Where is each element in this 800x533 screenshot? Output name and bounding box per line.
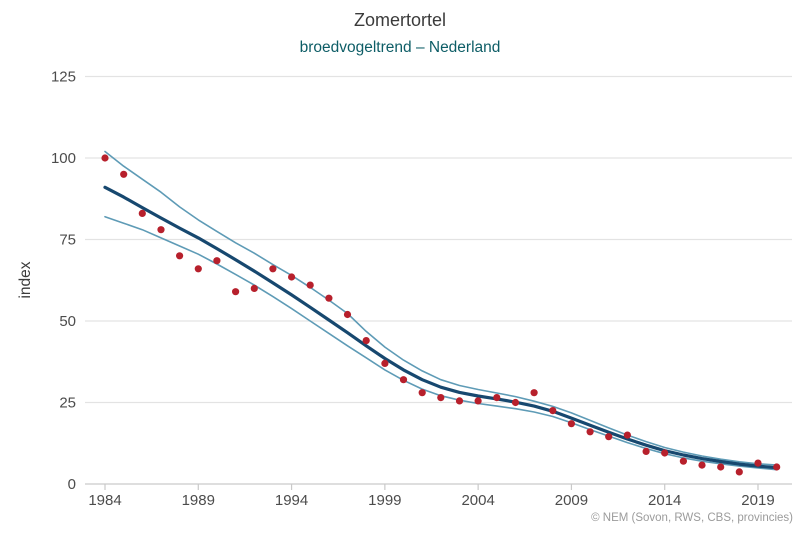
y-tick-label: 0 <box>68 476 76 493</box>
data-point <box>735 468 743 476</box>
y-tick-label: 75 <box>59 232 76 249</box>
data-point <box>101 154 109 162</box>
data-point <box>437 394 445 402</box>
data-point <box>157 226 165 234</box>
y-axis-label: index <box>17 261 34 298</box>
data-point <box>381 359 389 367</box>
data-point <box>399 376 408 384</box>
series-layer <box>101 150 781 476</box>
data-point <box>754 459 762 467</box>
data-point <box>567 420 576 428</box>
x-tick-label: 1989 <box>182 492 215 509</box>
data-point <box>194 265 202 273</box>
x-tick-label: 1994 <box>275 492 308 509</box>
data-point <box>250 284 258 292</box>
data-point <box>213 257 221 265</box>
x-tick-label: 2009 <box>555 492 588 509</box>
data-point <box>232 288 240 296</box>
data-point <box>511 398 520 407</box>
data-point <box>269 265 277 273</box>
data-point <box>698 461 706 469</box>
data-point <box>549 407 557 415</box>
x-tick-label: 2019 <box>741 492 774 509</box>
data-point <box>176 252 184 260</box>
data-point <box>605 433 613 441</box>
data-point <box>530 389 538 397</box>
data-point <box>325 294 333 302</box>
x-tick-label: 1984 <box>88 492 121 509</box>
data-point <box>288 273 296 281</box>
data-point <box>362 337 370 345</box>
x-tick-label: 2014 <box>648 492 681 509</box>
y-tick-label: 100 <box>51 150 76 167</box>
x-tick-label: 2004 <box>461 492 494 509</box>
data-point <box>661 449 669 457</box>
y-tick-label: 50 <box>59 313 76 330</box>
data-point <box>717 463 725 471</box>
data-point <box>418 389 426 397</box>
data-point <box>623 431 632 439</box>
data-point <box>474 397 482 405</box>
x-tick-label: 1999 <box>368 492 401 509</box>
credit-text: © NEM (Sovon, RWS, CBS, provincies) <box>591 512 793 524</box>
data-point <box>586 428 594 436</box>
confidence-band-lower <box>104 215 778 471</box>
chart-subtitle: broedvogeltrend – Nederland <box>300 39 501 56</box>
y-tick-label: 125 <box>51 69 76 86</box>
data-point <box>642 447 650 455</box>
data-point <box>138 209 146 217</box>
data-point <box>455 397 464 405</box>
data-point <box>493 394 501 402</box>
data-point <box>773 463 781 471</box>
data-point <box>343 310 352 319</box>
confidence-band-upper <box>104 150 778 466</box>
data-point <box>306 281 314 289</box>
data-point <box>120 170 128 178</box>
y-axis: 0 25 50 75 100 125 <box>51 69 76 494</box>
trend-line <box>103 185 779 470</box>
grid-layer <box>85 75 792 485</box>
data-point <box>679 457 688 465</box>
y-tick-label: 25 <box>59 395 76 412</box>
chart-title: Zomertortel <box>354 10 446 30</box>
x-axis: 1984 1989 1994 1999 2004 2009 2014 2019 <box>88 484 775 509</box>
